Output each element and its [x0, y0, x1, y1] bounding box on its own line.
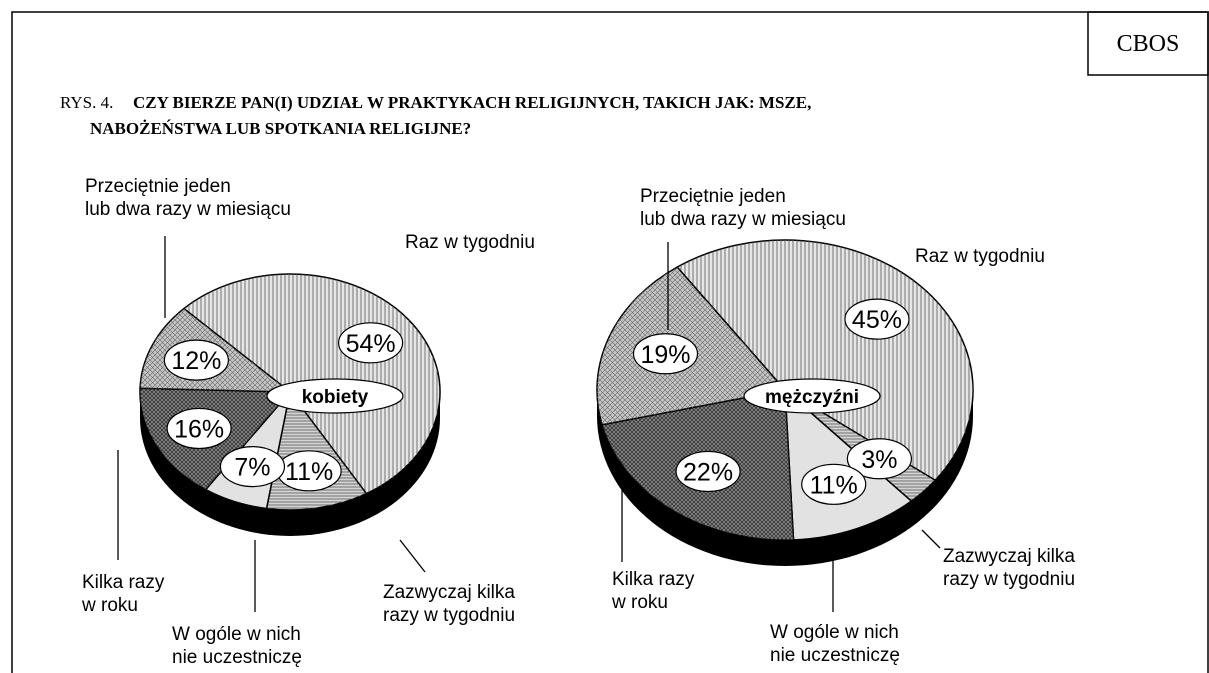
data-label: 12%: [171, 347, 221, 375]
data-label: 11%: [285, 458, 333, 486]
pct-bubble: [163, 339, 229, 381]
chart-title: CZY BIERZE PAN(I) UDZIAŁ W PRAKTYKACH RE…: [90, 93, 811, 138]
figure-label: RYS. 4.: [60, 93, 113, 112]
data-label: 54%: [346, 330, 396, 358]
data-label: 22%: [683, 458, 733, 486]
data-label: 3%: [861, 446, 897, 474]
leader-line: [399, 539, 426, 573]
data-label: 19%: [640, 341, 690, 369]
data-label: 16%: [174, 415, 224, 443]
slice-pattern: [785, 390, 912, 540]
data-label: 11%: [810, 471, 858, 499]
pct-bubble: [166, 407, 232, 450]
category-label: Zazwyczaj kilka razy w tygodniu: [383, 582, 515, 626]
center-label: kobiety: [302, 387, 369, 408]
pct-bubble: [337, 322, 404, 364]
category-label: Przeciętnie jeden lub dwa razy w miesiącu: [640, 186, 846, 230]
center-label: mężczyźni: [765, 387, 859, 408]
data-label: 45%: [852, 306, 902, 334]
slice-pattern: [677, 239, 973, 481]
center-bubble: [743, 378, 881, 414]
frame: [11, 11, 1209, 673]
pct-bubble: [675, 450, 741, 493]
category-label: Zazwyczaj kilka razy w tygodniu: [943, 546, 1075, 590]
category-label: W ogóle w nich nie uczestniczę: [770, 622, 900, 666]
pct-bubble: [632, 333, 699, 375]
pct-bubble: [844, 298, 910, 340]
category-label: Kilka razy w roku: [611, 569, 695, 613]
category-label: Kilka razy w roku: [81, 572, 165, 616]
center-bubble: [266, 378, 404, 414]
source-box: [1087, 11, 1209, 76]
data-label: 7%: [234, 454, 270, 482]
pct-bubble: [219, 446, 286, 488]
category-label: Raz w tygodniu: [405, 232, 535, 253]
pct-bubble: [801, 463, 867, 505]
leader-line: [921, 529, 941, 549]
pct-bubble: [846, 438, 913, 480]
category-label: Raz w tygodniu: [915, 246, 1045, 267]
category-label: Przeciętnie jeden lub dwa razy w miesiącu: [85, 176, 291, 220]
source: CBOS: [1117, 31, 1180, 57]
category-label: W ogóle w nich nie uczestniczę: [172, 624, 302, 668]
